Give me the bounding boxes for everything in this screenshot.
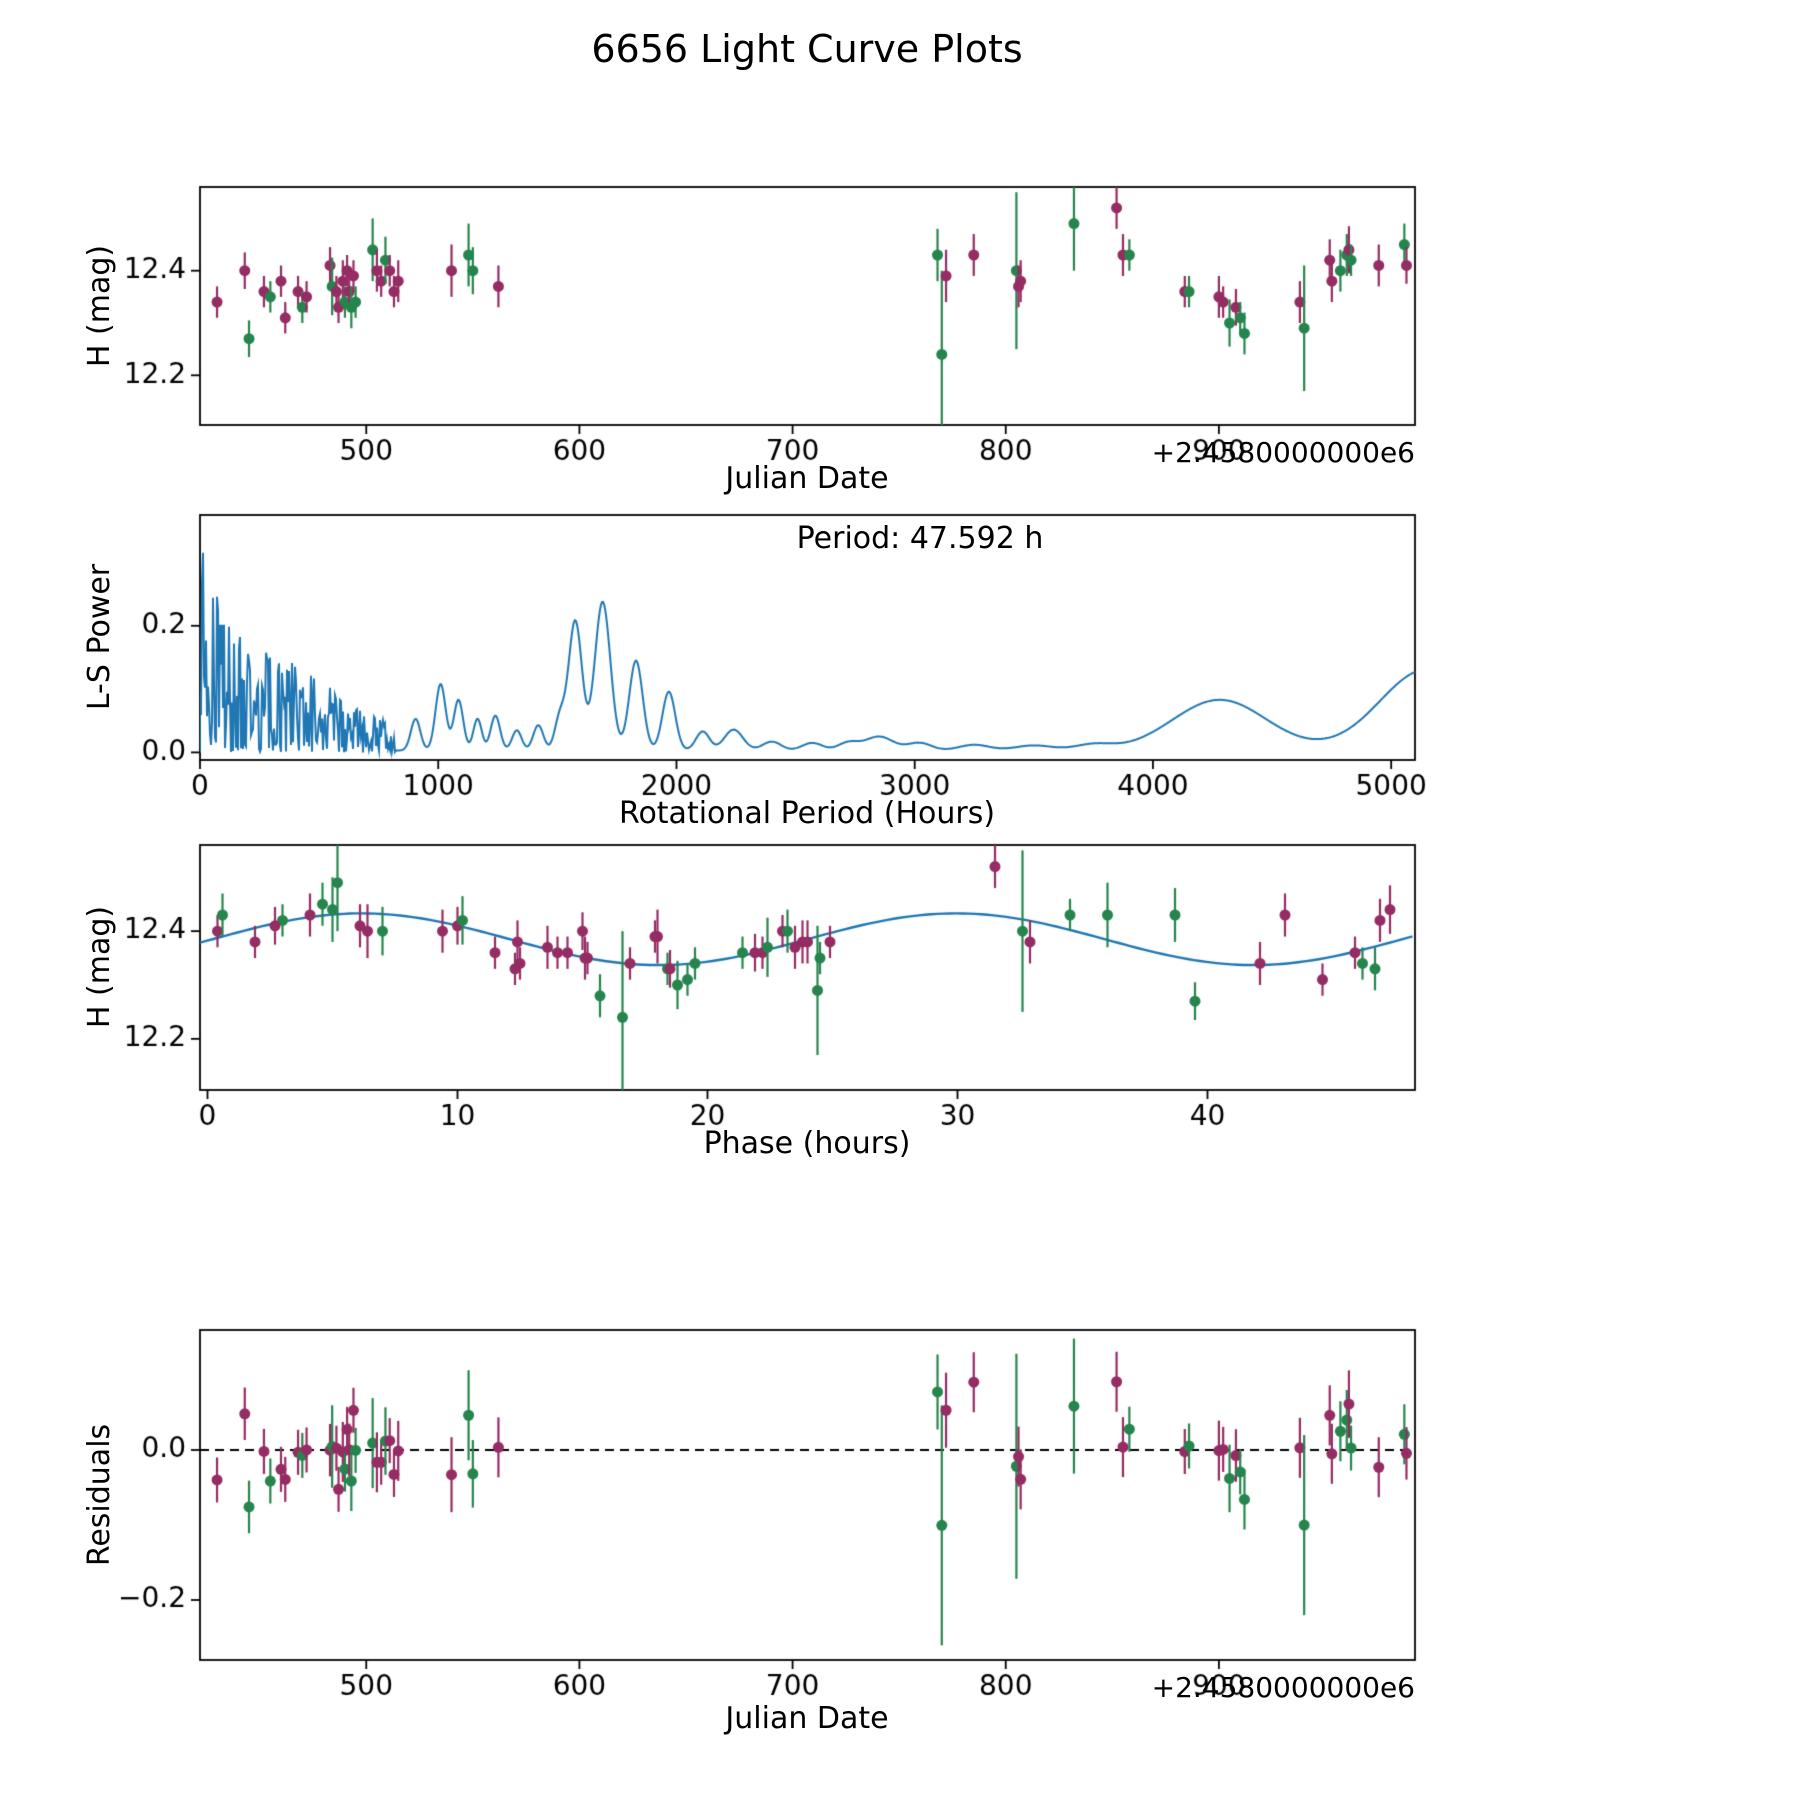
light-curve-figure: 6656 Light Curve Plots H (mag) Julian Da… — [0, 0, 1800, 1800]
light-curve-plots-canvas — [0, 0, 1800, 1800]
